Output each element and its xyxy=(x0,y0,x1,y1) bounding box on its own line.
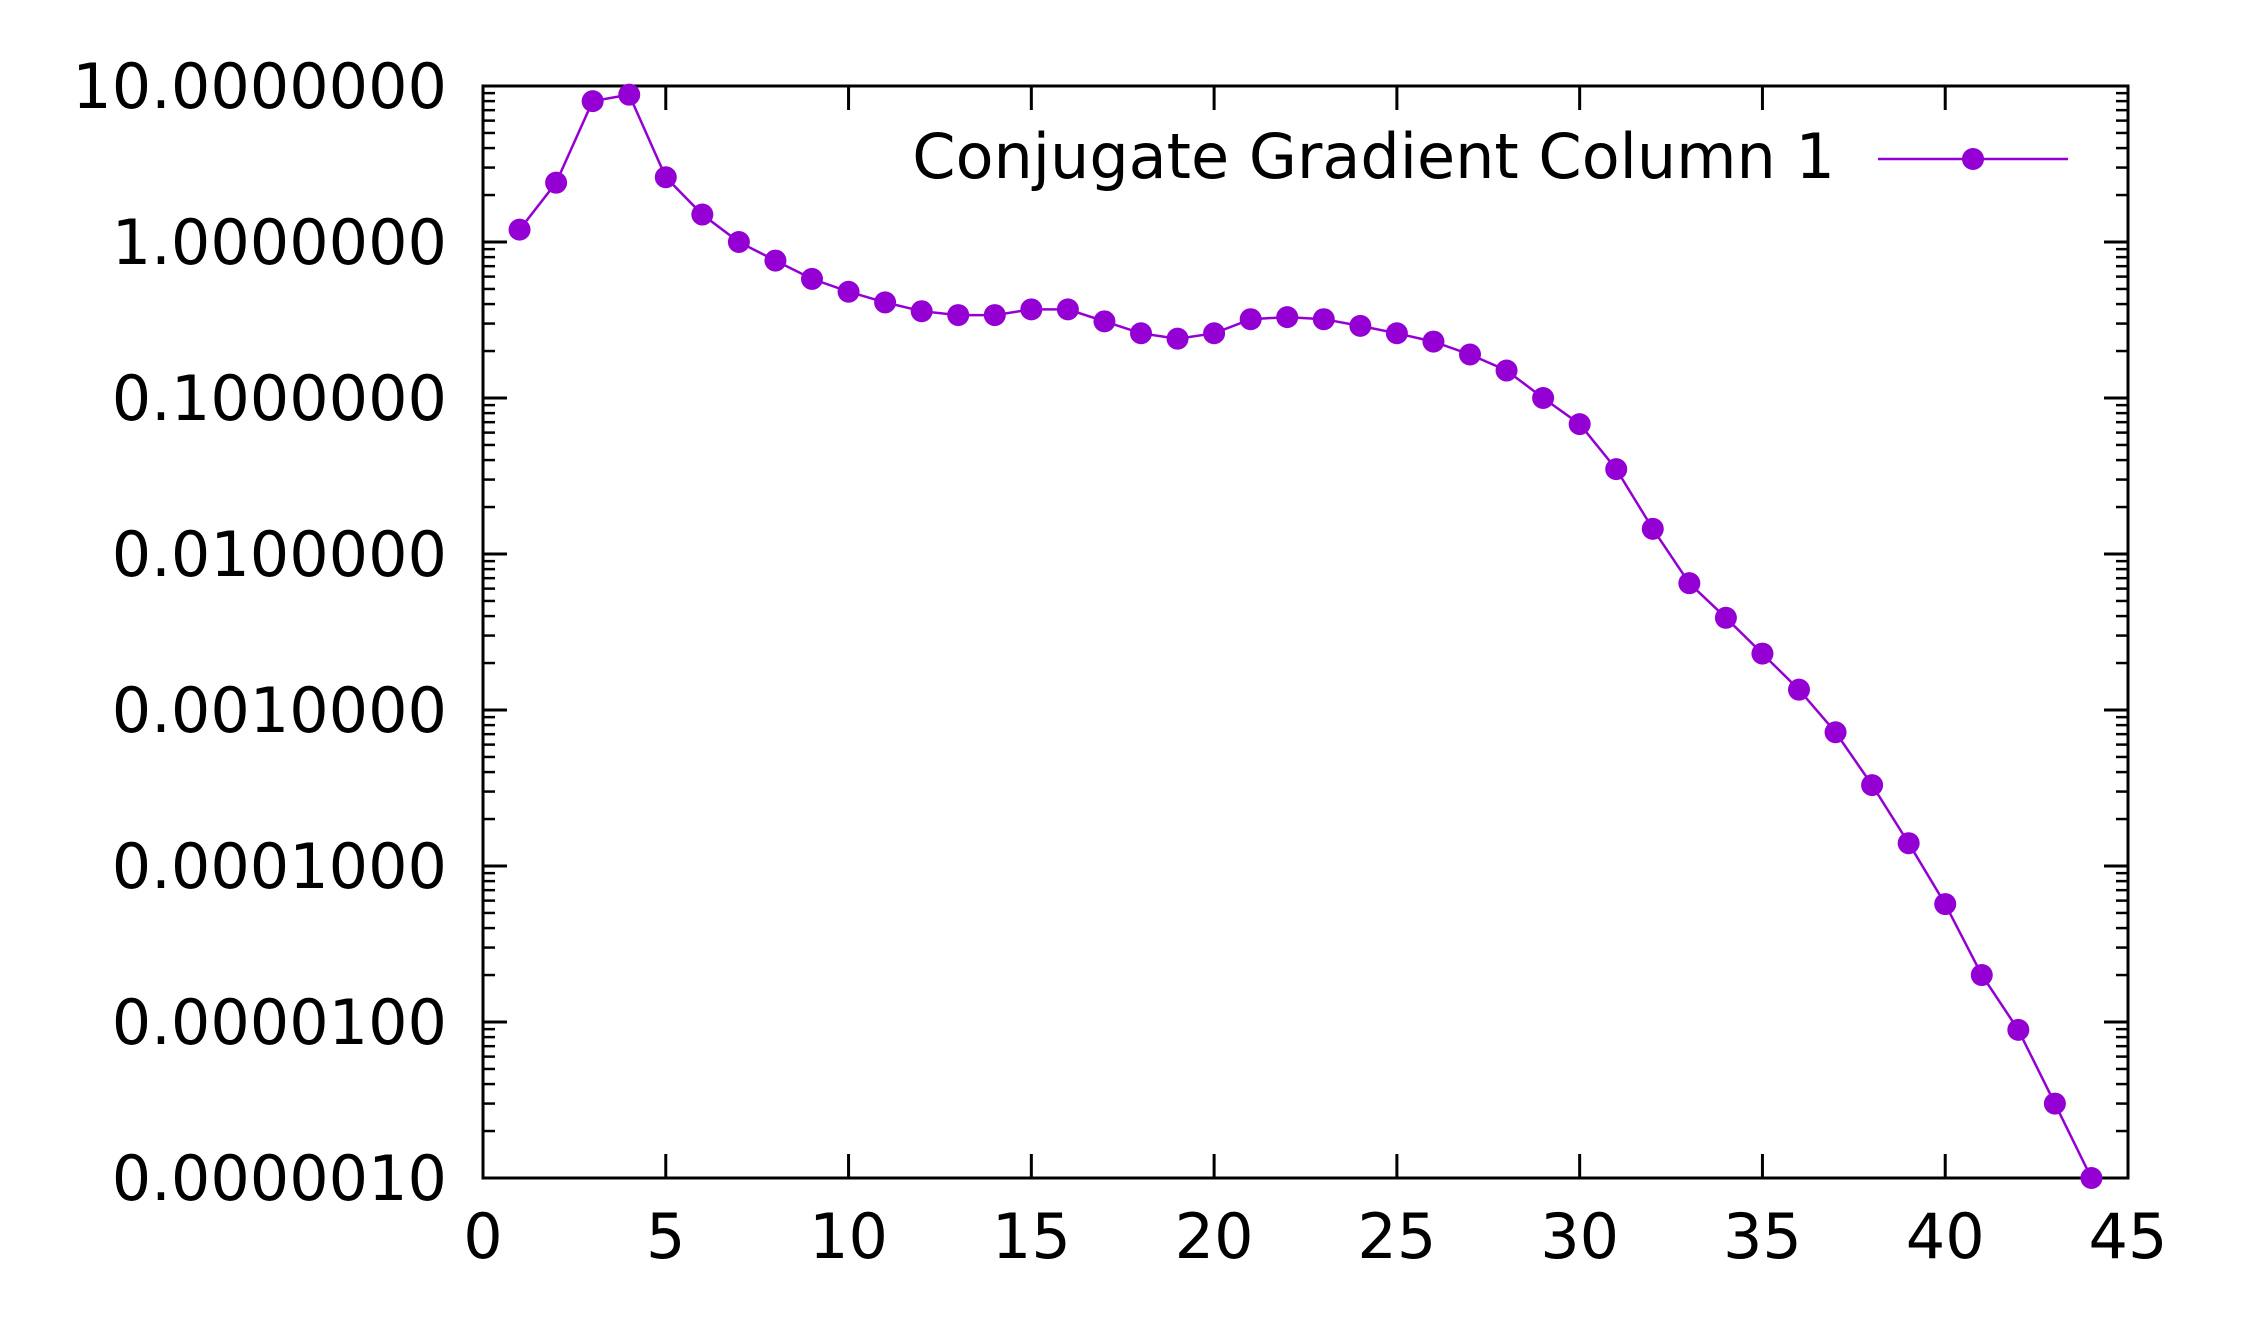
data-point xyxy=(1495,359,1518,382)
y-axis: 0.0000010 0.0000100 0.0001000 0.0010000 0.01… xyxy=(72,50,2128,1215)
data-point xyxy=(2043,1092,2066,1115)
data-point xyxy=(1276,306,1299,329)
x-tick-label: 40 xyxy=(1906,1200,1985,1273)
data-point xyxy=(1349,314,1372,337)
data-point xyxy=(1605,458,1628,481)
data-point xyxy=(1568,413,1591,436)
data-point xyxy=(1897,832,1920,855)
data-point xyxy=(1093,310,1116,333)
data-point xyxy=(764,249,787,272)
y-tick-label: 0.0000010 xyxy=(112,1142,447,1215)
data-point xyxy=(1385,322,1408,345)
data-point xyxy=(1641,517,1664,540)
plot-frame xyxy=(481,84,2130,1180)
data-point xyxy=(910,300,933,323)
data-point xyxy=(1459,343,1481,366)
x-tick-label: 20 xyxy=(1175,1200,1254,1273)
x-tick-label: 0 xyxy=(463,1200,502,1273)
data-point xyxy=(837,280,860,303)
x-tick-label: 5 xyxy=(646,1200,685,1273)
x-tick-label: 15 xyxy=(992,1200,1071,1273)
data-point xyxy=(1970,964,1993,987)
data-point xyxy=(727,231,750,253)
y-tick-label: 0.1000000 xyxy=(112,362,447,435)
series-layer xyxy=(508,83,2103,1189)
data-point xyxy=(1166,327,1189,350)
data-point xyxy=(1312,308,1335,331)
data-point xyxy=(1239,308,1262,331)
y-tick-label: 0.0000100 xyxy=(112,986,447,1059)
data-point xyxy=(1130,322,1152,345)
y-tick-label: 1.0000000 xyxy=(112,206,447,279)
legend-label: Conjugate Gradient Column 1 xyxy=(912,120,1835,193)
y-tick-label: 0.0100000 xyxy=(112,518,447,591)
x-axis: 0 5 10 15 20 25 30 35 40 45 xyxy=(463,86,2167,1273)
data-point xyxy=(1020,298,1043,321)
data-point xyxy=(508,218,531,241)
data-point xyxy=(2080,1167,2103,1189)
data-point xyxy=(983,304,1006,327)
data-point xyxy=(874,291,897,314)
data-point xyxy=(947,304,970,327)
x-tick-label: 45 xyxy=(2089,1200,2168,1273)
y-tick-label: 0.0010000 xyxy=(112,674,447,747)
legend-marker xyxy=(1962,148,1984,170)
data-point xyxy=(581,90,604,113)
x-tick-label: 35 xyxy=(1723,1200,1802,1273)
data-point xyxy=(1751,642,1774,665)
series-line xyxy=(518,93,2093,1179)
minor-ticks xyxy=(483,91,2128,1133)
data-point xyxy=(1934,893,1957,916)
x-tick-label: 30 xyxy=(1540,1200,1619,1273)
data-point xyxy=(1678,572,1701,595)
data-point xyxy=(691,203,714,226)
data-point xyxy=(654,166,677,189)
data-point xyxy=(1824,721,1847,744)
data-point xyxy=(1788,678,1810,701)
data-point xyxy=(1861,774,1884,797)
x-tick-label: 25 xyxy=(1357,1200,1436,1273)
legend: Conjugate Gradient Column 1 xyxy=(912,120,2068,193)
data-point xyxy=(1056,298,1079,321)
x-tick-label: 10 xyxy=(809,1200,888,1273)
data-point xyxy=(801,267,823,290)
data-point xyxy=(1532,387,1555,409)
data-point xyxy=(2007,1018,2030,1041)
data-point xyxy=(1422,330,1445,353)
data-point xyxy=(618,83,641,106)
y-tick-label: 10.0000000 xyxy=(72,50,447,123)
data-point xyxy=(545,171,568,194)
data-point xyxy=(1203,322,1226,345)
y-tick-label: 0.0001000 xyxy=(112,830,447,903)
data-point xyxy=(1714,606,1737,629)
